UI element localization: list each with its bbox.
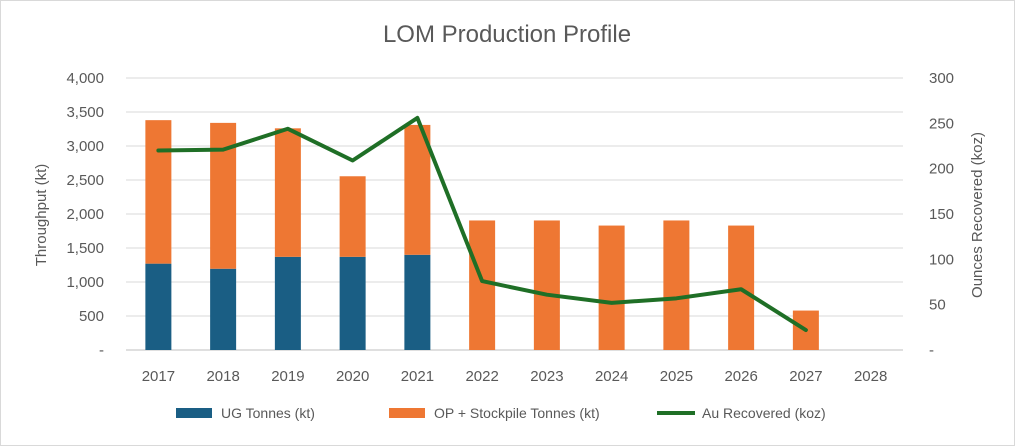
- au-recovered-line: [156, 115, 808, 333]
- left-tick-label: 2,500: [66, 172, 104, 189]
- left-tick-label: 500: [79, 308, 104, 325]
- right-axis-ticks: - 50 100 150 200 250 300: [929, 70, 954, 359]
- x-tick-label: 2023: [530, 368, 563, 385]
- bar-segment: [274, 256, 301, 350]
- x-tick-label: 2017: [142, 368, 175, 385]
- left-tick-label: 1,500: [66, 240, 104, 257]
- left-tick-label: 2,000: [66, 206, 104, 223]
- bar-segment: [339, 256, 366, 350]
- bar-segment: [210, 268, 237, 350]
- right-tick-label: 250: [929, 115, 954, 132]
- chart-title: LOM Production Profile: [383, 21, 631, 48]
- right-tick-label: 100: [929, 251, 954, 268]
- x-tick-label: 2027: [789, 368, 822, 385]
- left-axis-ticks: - 500 1,000 1,500 2,000 2,500 3,000 3,500 4,000: [66, 70, 104, 359]
- bar-segment: [404, 124, 431, 255]
- bar-segment: [339, 176, 366, 257]
- right-axis-title: Ounces Recovered (koz): [969, 132, 986, 298]
- right-tick-label: 50: [929, 297, 946, 314]
- bar-segment: [663, 220, 690, 350]
- x-axis-ticks: 2017 2018 2019 2020 2021 2022 2023 2024 2025 2026…: [142, 368, 888, 385]
- bar-segment: [404, 254, 431, 350]
- gridlines: [126, 77, 903, 351]
- left-axis-title: Throughput (kt): [33, 164, 50, 267]
- x-tick-label: 2024: [595, 368, 628, 385]
- x-tick-label: 2026: [724, 368, 757, 385]
- legend-label: UG Tonnes (kt): [221, 405, 315, 421]
- x-tick-label: 2019: [271, 368, 304, 385]
- x-tick-label: 2018: [206, 368, 239, 385]
- left-tick-label: 4,000: [66, 70, 104, 87]
- x-tick-label: 2028: [854, 368, 887, 385]
- left-tick-label: 1,000: [66, 274, 104, 291]
- bar-segment: [469, 220, 496, 350]
- bar-segment: [533, 220, 560, 350]
- right-tick-label: 300: [929, 70, 954, 87]
- bar-segment: [274, 128, 301, 257]
- right-tick-label: 200: [929, 161, 954, 178]
- line-series: [156, 115, 808, 333]
- left-tick-label: -: [99, 342, 104, 359]
- x-tick-label: 2020: [336, 368, 369, 385]
- legend: UG Tonnes (kt) OP + Stockpile Tonnes (kt)…: [176, 405, 826, 421]
- x-tick-label: 2022: [465, 368, 498, 385]
- bar-segment: [598, 225, 625, 350]
- bar-segment: [145, 120, 172, 264]
- left-tick-label: 3,000: [66, 138, 104, 155]
- legend-label: OP + Stockpile Tonnes (kt): [434, 405, 600, 421]
- legend-swatch: [176, 408, 212, 418]
- x-tick-label: 2025: [660, 368, 693, 385]
- right-tick-label: -: [929, 342, 934, 359]
- legend-label: Au Recovered (koz): [702, 405, 826, 421]
- left-tick-label: 3,500: [66, 104, 104, 121]
- legend-swatch: [389, 408, 425, 418]
- right-tick-label: 150: [929, 206, 954, 223]
- bar-segment: [145, 263, 172, 350]
- x-tick-label: 2021: [401, 368, 434, 385]
